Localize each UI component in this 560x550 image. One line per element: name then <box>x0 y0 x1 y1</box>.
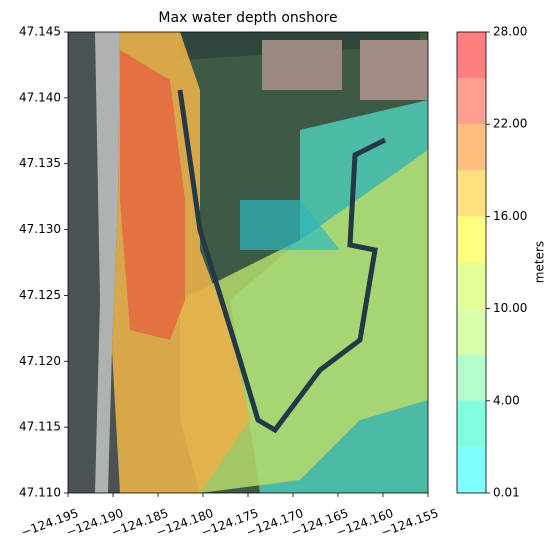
colorbar-band <box>457 32 486 79</box>
colorbar-label: meters <box>533 241 547 283</box>
colorbar-frame <box>456 31 487 494</box>
y-tick-label: 47.120 <box>19 354 61 368</box>
colorbar-tick-label: 22.00 <box>493 117 527 131</box>
colorbar-band <box>457 400 486 447</box>
y-tick-label: 47.125 <box>19 288 61 302</box>
colorbar-band <box>457 308 486 355</box>
colorbar-band <box>457 78 486 125</box>
colorbar-tick-label: 16.00 <box>493 209 527 223</box>
colorbar-band <box>457 124 486 171</box>
colorbar-tick-label: 10.00 <box>493 301 527 315</box>
colorbar-tick-label: 28.00 <box>493 25 527 39</box>
y-tick-label: 47.140 <box>19 90 61 104</box>
y-tick-label: 47.135 <box>19 156 61 170</box>
y-tick-label: 47.115 <box>19 420 61 434</box>
colorbar-band <box>457 262 486 309</box>
chart-title: Max water depth onshore <box>158 10 337 26</box>
colorbar-band <box>457 170 486 217</box>
map-image <box>68 32 428 493</box>
colorbar-band <box>457 216 486 263</box>
y-tick-label: 47.110 <box>19 486 61 500</box>
y-tick-label: 47.130 <box>19 222 61 236</box>
y-tick-label: 47.145 <box>19 25 61 39</box>
colorbar-band <box>457 446 486 493</box>
colorbar-tick-label: 0.01 <box>493 486 520 500</box>
colorbar-band <box>457 354 486 401</box>
colorbar-tick-label: 4.00 <box>493 393 520 407</box>
